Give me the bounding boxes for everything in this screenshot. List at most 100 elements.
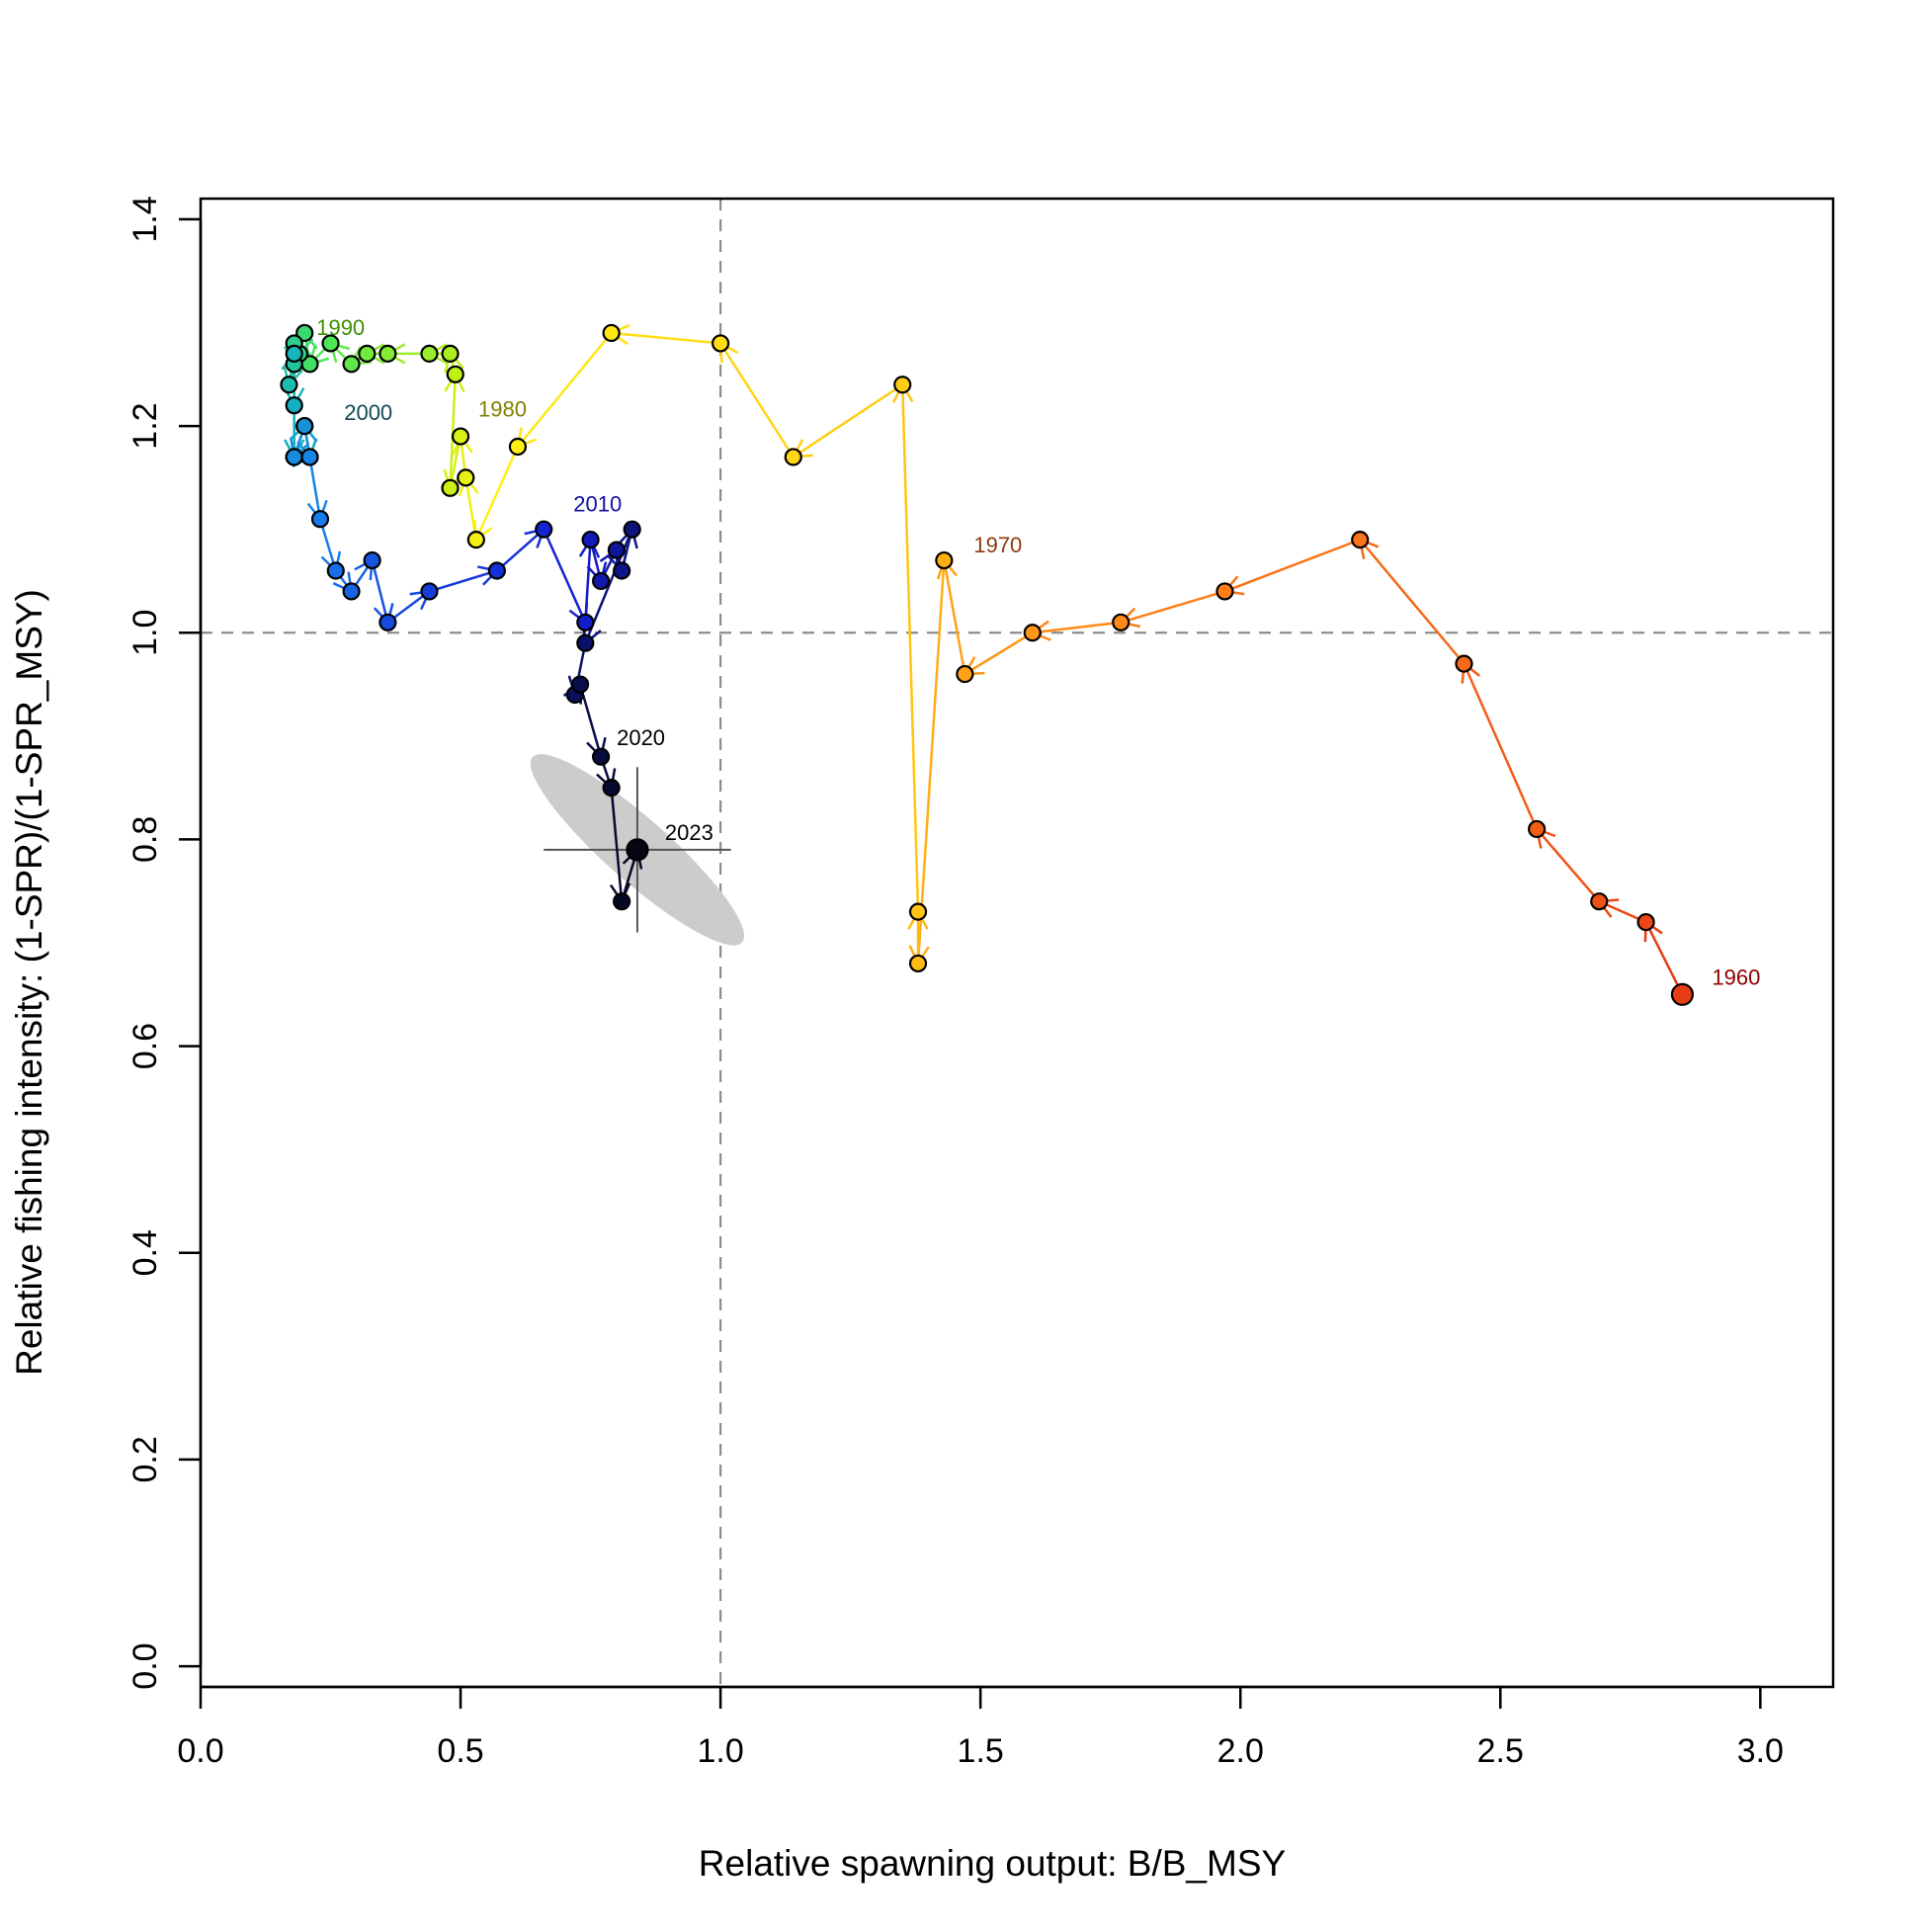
x-axis-title: Relative spawning output: B/B_MSY bbox=[699, 1843, 1286, 1884]
trajectory-point bbox=[592, 747, 611, 766]
trajectory-point bbox=[1455, 654, 1473, 673]
y-tick-label: 1.4 bbox=[126, 196, 164, 242]
trajectory-point bbox=[581, 531, 600, 549]
trajectory-point bbox=[784, 448, 802, 466]
trajectory-segment bbox=[719, 342, 795, 459]
trajectory-segment bbox=[543, 529, 587, 624]
year-label-1990: 1990 bbox=[316, 315, 365, 340]
trajectory-segment bbox=[916, 559, 946, 964]
trajectory-point bbox=[441, 344, 460, 363]
trajectory-point bbox=[300, 448, 319, 466]
trajectory-point bbox=[1023, 624, 1042, 642]
y-tick-label: 1.0 bbox=[126, 610, 164, 656]
trajectory-segment bbox=[1359, 539, 1466, 665]
year-label-2020: 2020 bbox=[617, 725, 665, 750]
trajectory-point bbox=[1590, 892, 1609, 911]
year-label-1980: 1980 bbox=[478, 397, 527, 422]
y-tick-label: 0.6 bbox=[126, 1023, 164, 1069]
trajectory-point bbox=[1351, 531, 1370, 549]
trajectory-segment bbox=[371, 559, 389, 624]
y-tick-label: 0.2 bbox=[126, 1436, 164, 1482]
trajectory-point bbox=[592, 571, 611, 591]
trajectory-point bbox=[420, 344, 439, 363]
trajectory-segment bbox=[943, 559, 966, 675]
trajectory-point bbox=[508, 437, 528, 457]
trajectory-segment bbox=[1644, 921, 1684, 995]
trajectory-point bbox=[576, 633, 595, 652]
trajectory-point bbox=[285, 344, 303, 363]
trajectory-point bbox=[602, 779, 621, 798]
y-tick-label: 0.0 bbox=[126, 1642, 164, 1689]
y-tick-label: 0.8 bbox=[126, 816, 164, 863]
trajectory-segment bbox=[516, 332, 613, 448]
year-label-1970: 1970 bbox=[973, 533, 1022, 557]
x-tick-label: 2.5 bbox=[1477, 1732, 1524, 1770]
trajectory-segment bbox=[964, 631, 1034, 676]
trajectory-point bbox=[378, 613, 397, 631]
y-axis: 0.0 0.2 0.4 0.6 0.8 1.0 1.2 1.4 bbox=[126, 196, 203, 1690]
trajectory-point bbox=[1215, 582, 1234, 601]
trajectory-point bbox=[1528, 819, 1547, 839]
trajectory-segment bbox=[429, 569, 498, 593]
trajectory-point bbox=[535, 520, 553, 539]
trajectory-segment bbox=[793, 383, 903, 459]
trajectory-point bbox=[342, 582, 361, 601]
trajectory-segment bbox=[901, 384, 920, 912]
trajectory-segment bbox=[1223, 538, 1361, 593]
trajectory-point bbox=[607, 541, 626, 559]
trajectory-point bbox=[1670, 982, 1695, 1006]
trajectory-segment bbox=[496, 528, 545, 572]
trajectory-point bbox=[446, 365, 464, 383]
trajectory-point bbox=[280, 376, 298, 394]
trajectory-segment bbox=[318, 518, 337, 571]
trajectory-point bbox=[908, 902, 928, 921]
trajectory-point bbox=[451, 427, 470, 446]
trajectory-segment bbox=[1120, 590, 1225, 624]
trajectory-segment bbox=[584, 540, 592, 623]
x-tick-label: 1.0 bbox=[697, 1732, 743, 1770]
trajectory-point bbox=[1636, 912, 1655, 932]
trajectory-segment bbox=[464, 477, 478, 541]
trajectory-point bbox=[935, 550, 954, 570]
trajectory-segment bbox=[610, 788, 624, 902]
trajectory-segment bbox=[1032, 621, 1122, 634]
trajectory-segment bbox=[308, 457, 322, 520]
x-tick-label: 1.5 bbox=[958, 1732, 1004, 1770]
trajectory-point bbox=[321, 334, 340, 353]
trajectory-point bbox=[1112, 613, 1131, 631]
trajectory-point bbox=[295, 416, 314, 436]
trajectory-point bbox=[466, 531, 485, 549]
trajectory-segment bbox=[449, 374, 458, 488]
trajectory-point bbox=[613, 892, 631, 911]
trajectory-point bbox=[570, 675, 590, 694]
year-label-2000: 2000 bbox=[344, 400, 392, 425]
year-label-2010: 2010 bbox=[573, 492, 622, 517]
trajectory-point bbox=[602, 323, 621, 343]
trajectory-point bbox=[576, 613, 595, 631]
x-tick-label: 0.0 bbox=[177, 1732, 223, 1770]
trajectory-point bbox=[285, 396, 303, 415]
trajectory-point bbox=[363, 550, 381, 570]
trajectory-segment bbox=[611, 331, 721, 345]
y-axis-title: Relative fishing intensity: (1-SPR)/(1-S… bbox=[9, 589, 49, 1376]
trajectory-points bbox=[280, 323, 1695, 1006]
trajectory-point bbox=[626, 838, 649, 862]
trajectory-point bbox=[457, 468, 475, 487]
trajectory-point bbox=[623, 520, 641, 539]
trajectory-point bbox=[441, 478, 460, 497]
trajectory-point bbox=[285, 448, 303, 466]
trajectory-point bbox=[378, 344, 397, 363]
trajectory-point bbox=[487, 561, 506, 580]
trajectory-point bbox=[712, 334, 730, 353]
x-tick-label: 3.0 bbox=[1737, 1732, 1784, 1770]
x-axis: 0.0 0.5 1.0 1.5 2.0 2.5 3.0 bbox=[177, 1685, 1784, 1770]
trajectory-point bbox=[956, 664, 974, 684]
x-tick-label: 2.0 bbox=[1217, 1732, 1264, 1770]
trajectory-segment bbox=[1463, 663, 1539, 830]
trajectory-point bbox=[893, 376, 912, 394]
year-label-1960: 1960 bbox=[1712, 965, 1760, 989]
trajectory-point bbox=[342, 355, 361, 374]
